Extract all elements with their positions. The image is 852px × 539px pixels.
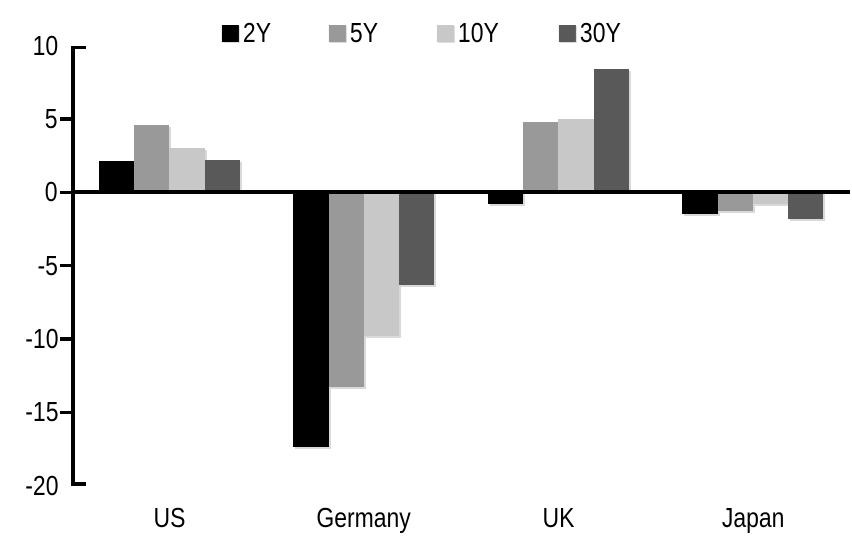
- bar-us-5y: [134, 124, 170, 193]
- y-tick-label-text--5: -5: [37, 249, 58, 281]
- x-label-text-uk: UK: [542, 502, 575, 533]
- bar-us-10y: [169, 148, 205, 193]
- bar-japan-2y: [682, 192, 718, 215]
- legend-label-10y: 10Y: [457, 17, 499, 48]
- y-tick-label-text--15: -15: [24, 396, 58, 428]
- legend-label-30y: 30Y: [580, 17, 622, 48]
- legend-item-5y: 5Y: [329, 19, 384, 47]
- legend-swatch-2y-icon: [221, 24, 239, 42]
- x-label-text-japan: Japan: [721, 502, 785, 533]
- bar-uk-10y: [558, 118, 594, 193]
- y-tick-label-text--20: -20: [24, 469, 58, 501]
- y-axis-bottom-cap: [71, 482, 86, 486]
- bar-japan-30y: [788, 192, 824, 219]
- legend-swatch-10y-icon: [436, 24, 454, 42]
- bar-germany-30y: [399, 192, 435, 285]
- bar-uk-2y: [487, 192, 523, 204]
- legend-label-2y: 2Y: [242, 17, 272, 48]
- legend-item-10y: 10Y: [436, 19, 507, 47]
- y-tick-0: [60, 190, 71, 195]
- legend-swatch-5y-icon: [329, 24, 347, 42]
- legend-label-5y: 5Y: [350, 17, 379, 48]
- legend-swatch-30y-icon: [559, 24, 577, 42]
- bar-japan-5y: [717, 192, 753, 212]
- bar-germany-5y: [328, 192, 364, 388]
- y-tick--10: [60, 337, 71, 341]
- bar-uk-30y: [593, 69, 629, 193]
- y-tick-label-10: 10: [0, 29, 58, 61]
- bar-germany-10y: [363, 192, 399, 336]
- y-tick--5: [60, 263, 71, 268]
- y-axis-line: [71, 45, 75, 486]
- y-tick-label-5: 5: [0, 102, 58, 134]
- chart-legend: 2Y 5Y 10Y 30Y: [221, 17, 630, 48]
- legend-item-2y: 2Y: [221, 17, 277, 48]
- bar-us-30y: [204, 160, 240, 193]
- zero-line: [71, 190, 850, 195]
- x-label-germany: Germany: [267, 503, 462, 533]
- x-label-text-germany: Germany: [316, 502, 411, 533]
- y-tick-label-0: 0: [0, 178, 58, 206]
- bar-germany-2y: [293, 192, 329, 448]
- y-tick-label-text--10: -10: [24, 322, 58, 354]
- y-tick-label--10: -10: [0, 322, 58, 354]
- legend-item-30y: 30Y: [559, 19, 630, 47]
- bar-us-2y: [98, 161, 134, 193]
- bar-japan-10y: [752, 192, 788, 204]
- x-label-japan: Japan: [656, 503, 851, 533]
- y-axis-top-cap: [71, 45, 86, 50]
- y-tick-label--5: -5: [0, 249, 58, 281]
- y-tick--15: [60, 410, 71, 415]
- x-label-us: US: [72, 503, 267, 533]
- y-tick-label--20: -20: [0, 469, 58, 501]
- y-tick-label-text-0: 0: [45, 176, 58, 208]
- x-label-uk: UK: [461, 503, 656, 533]
- y-tick-label--15: -15: [0, 398, 58, 426]
- bar-uk-5y: [523, 121, 559, 193]
- y-tick-5: [60, 117, 71, 121]
- y-tick-label-text-5: 5: [45, 102, 58, 134]
- x-label-text-us: US: [153, 502, 186, 533]
- y-tick-label-text-10: 10: [32, 29, 58, 61]
